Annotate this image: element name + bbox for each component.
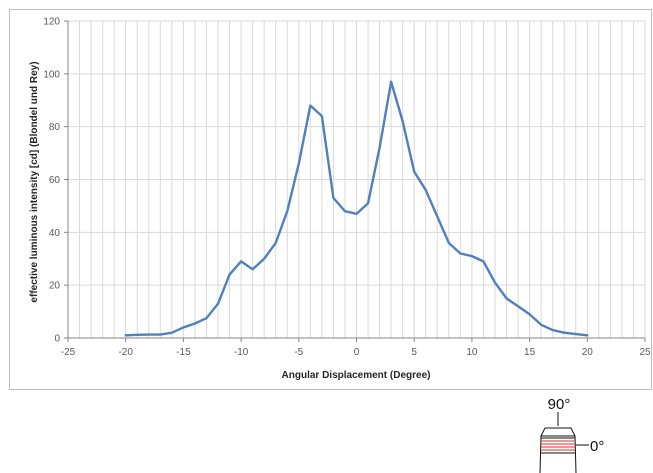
- x-axis-title: Angular Displacement (Degree): [282, 370, 431, 381]
- x-tick-label: -20: [118, 347, 133, 358]
- series-line: [124, 80, 589, 337]
- grid-lines: [68, 20, 646, 339]
- x-tick-label: 25: [639, 347, 651, 358]
- y-tick-label: 20: [49, 281, 61, 292]
- orientation-top-label: 90°: [548, 396, 571, 413]
- y-tick-label: 0: [54, 334, 60, 345]
- x-tick-label: -25: [61, 347, 76, 358]
- x-tick-label: 10: [466, 347, 478, 358]
- x-tick-label: 5: [411, 347, 417, 358]
- x-tick-label: 15: [524, 347, 536, 358]
- orientation-side-label: 0°: [590, 438, 604, 455]
- tick-labels: -25 -20 -15 -10 -5 0 5 10 15 20 25 0 20 40 60 80 100 120: [43, 17, 651, 359]
- y-tick-label: 40: [49, 228, 61, 239]
- y-tick-label: 120: [43, 17, 60, 28]
- axes: [64, 20, 646, 342]
- x-tick-label: -10: [234, 347, 249, 358]
- x-tick-label: 20: [582, 347, 594, 358]
- series-layer: [124, 80, 589, 337]
- y-tick-label: 100: [43, 69, 60, 80]
- y-tick-label: 60: [49, 175, 61, 186]
- beacon-body-icon: [539, 427, 577, 473]
- y-tick-label: 80: [49, 122, 61, 133]
- x-tick-label: -15: [176, 347, 191, 358]
- x-tick-label: 0: [354, 347, 360, 358]
- beacon-orientation-icon: 90° 0°: [539, 396, 604, 473]
- y-axis-title: effective luminous intensity [cd] (Blond…: [29, 61, 40, 302]
- beacon-red-bands: [541, 437, 575, 454]
- x-tick-label: -5: [294, 347, 303, 358]
